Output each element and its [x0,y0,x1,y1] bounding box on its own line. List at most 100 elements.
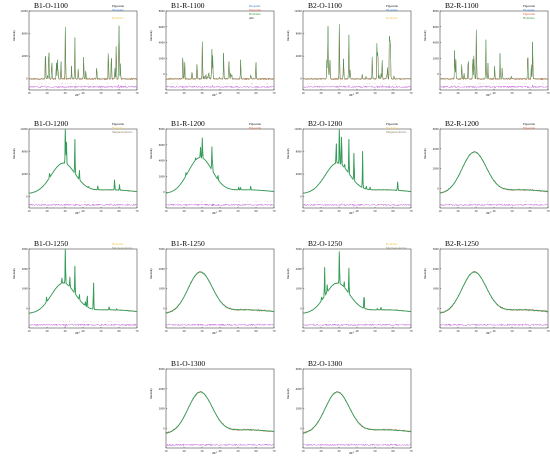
observed-series [439,270,549,314]
xrd-plot: 10 20 30 40 50 60 70 0 2000 4000 6000 8000 [159,127,276,213]
y-axis-label: Intensity [286,30,290,42]
x-tick-label: 70 [136,329,140,333]
y-axis-label: Intensity [12,268,16,280]
legend: Pigeonite Hematite Magnesioferrite [386,122,408,134]
plot-frame [165,248,275,329]
legend-entry: Magnesioferrite [386,130,407,135]
difference-series [165,84,275,89]
x-axis-label: 2θ/° [349,451,355,455]
plot-frame [28,248,138,329]
y-axis-label: Intensity [12,148,16,160]
legend-entry: Pigeonite [386,122,399,126]
y-tick-label: 2000 [159,267,166,271]
y-tick-label: 2000 [159,174,166,178]
difference-series [302,84,412,89]
x-tick-label: 30 [338,329,342,333]
y-tick-label: 2000 [433,167,440,171]
y-tick-label: 0 [26,195,28,199]
legend: Pigeonite Hematite Magnesioferrite [112,122,134,134]
y-tick-label: 0 [163,426,165,430]
x-tick-label: 30 [201,449,205,453]
legend-entry: Diopside [112,8,124,13]
y-tick-label: 0 [163,306,165,310]
y-tick-label: 0 [300,426,302,430]
x-tick-label: 20 [457,91,461,95]
x-tick-label: 60 [392,91,396,95]
x-axis-label: 2θ/° [212,211,218,215]
legend-entry: Pigeonite [249,8,262,13]
y-tick-label: 1000 [22,287,29,291]
y-tick-label: 6000 [159,143,166,147]
y-tick-label: 12000 [20,9,28,13]
xrd-panel: 10 20 30 40 50 60 70 0 2000 4000 6000 8000 B1-R-1100… [149,0,277,113]
calculated-series [303,24,411,80]
legend-entry: Magnesioferrite [386,246,407,251]
legend-entry: Hematite [386,16,398,21]
x-axis-label: 2θ/° [349,93,355,97]
y-tick-label: 3000 [22,247,29,251]
x-tick-label: 50 [237,329,241,333]
x-tick-label: 10 [302,449,306,453]
legend-entry: Diopside [523,8,535,13]
y-tick-label: 8000 [22,32,29,36]
x-axis-label: 2θ/° [75,331,81,335]
x-tick-label: 40 [356,91,360,95]
panel-title: B2-O-1300 [308,359,343,368]
y-tick-label: 4000 [296,172,303,176]
x-tick-label: 10 [28,329,32,333]
x-tick-label: 30 [201,209,205,213]
x-tick-label: 60 [255,329,259,333]
y-axis-label: Intensity [423,148,427,160]
y-tick-label: 0 [163,72,165,76]
y-tick-label: 8000 [433,9,440,13]
xrd-panel: 10 20 30 40 50 60 70 0 4000 8000 12000 B2-O-1200 Pig… [286,118,414,231]
y-tick-label: 4000 [22,54,29,58]
calculated-series [439,151,549,194]
x-tick-label: 10 [302,91,306,95]
x-axis-label: 2θ/° [212,93,218,97]
legend-entry: Hematite [386,126,398,131]
y-axis-label: Intensity [286,388,290,400]
plot-frame [439,248,549,329]
y-tick-label: 6000 [296,367,303,371]
x-tick-label: 60 [529,91,533,95]
calculated-series [440,29,548,80]
x-tick-label: 60 [529,329,533,333]
x-tick-label: 50 [374,329,378,333]
x-tick-label: 10 [439,91,443,95]
x-axis-label: 2θ/° [212,331,218,335]
panel-title: B1-R-1200 [171,119,205,128]
x-tick-label: 40 [82,329,86,333]
x-tick-label: 70 [410,209,414,213]
y-tick-label: 0 [26,306,28,310]
y-tick-label: 6000 [159,367,166,371]
x-tick-label: 50 [237,91,241,95]
y-tick-label: 4000 [433,147,440,151]
y-tick-label: 6000 [159,25,166,29]
panel-title: B1-R-1100 [171,1,205,10]
observed-series [302,391,412,435]
legend-entry: Pigeonite [523,126,536,131]
calculated-series [29,25,137,80]
calculated-series [28,248,138,314]
x-axis-label: 2θ/° [349,211,355,215]
xrd-panel: 10 20 30 40 50 60 70 0 1000 2000 3000 B2-O-1250 Hema… [286,238,414,351]
x-tick-label: 60 [392,449,396,453]
x-tick-label: 10 [165,91,169,95]
xrd-plot: 10 20 30 40 50 60 70 0 1000 2000 3000 [159,247,276,333]
xrd-plot: 10 20 30 40 50 60 70 0 4000 8000 12000 [20,9,139,95]
legend-entry: Hematite [386,242,398,246]
legend-entry: Pigeonite [523,122,536,126]
plot-frame [165,368,275,449]
xrd-plot: 10 20 30 40 50 60 70 0 1000 2000 3000 [296,247,413,333]
x-tick-label: 60 [255,449,259,453]
plot-frame [302,248,412,329]
xrd-panel: 10 20 30 40 50 60 70 0 4000 8000 12000 B1-O-1100 Pig… [12,0,140,113]
legend-entry: Hematite [249,12,261,17]
legend-entry: Alb [249,16,254,21]
x-tick-label: 10 [28,209,32,213]
plot-frame [302,128,412,209]
panel-title: B2-O-1250 [308,239,343,248]
xrd-panel: 10 20 30 40 50 60 70 0 2000 4000 6000 B1-O-1300 Inte… [149,358,277,471]
y-tick-label: 8000 [159,127,166,131]
